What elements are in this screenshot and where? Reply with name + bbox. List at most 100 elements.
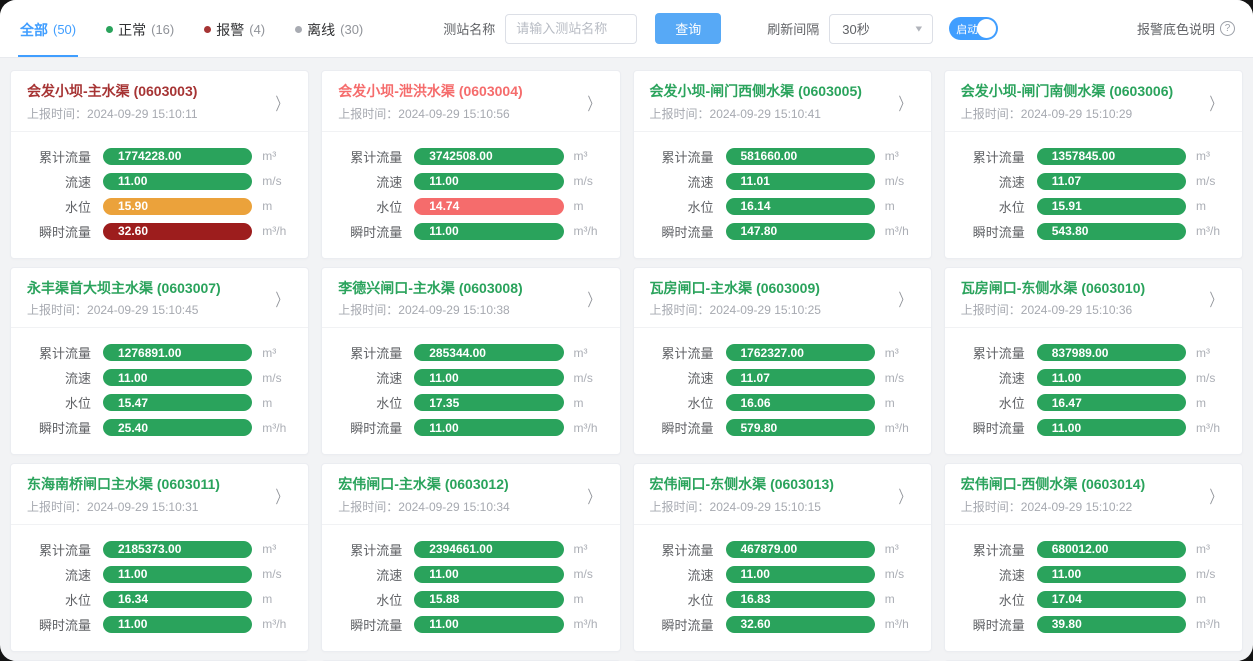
metric-value: 11.01	[740, 174, 770, 188]
chevron-right-icon[interactable]: 〉	[898, 94, 911, 114]
metric-unit: m/s	[573, 567, 593, 581]
metric-value: 2185373.00	[118, 542, 182, 556]
metric-value: 837989.00	[1051, 345, 1109, 360]
station-card[interactable]: 瓦房闸口-主水渠 (0603009) 上报时间：2024-09-29 15:10…	[632, 266, 932, 455]
auto-refresh-toggle[interactable]: 启动	[949, 17, 999, 40]
metric-value: 11.00	[429, 370, 459, 385]
metric-unit: m	[884, 199, 895, 213]
metric-row: 流速 11.00 m/s	[953, 565, 1230, 584]
station-card[interactable]: 东海南桥闸口主水渠 (0603011) 上报时间：2024-09-29 15:1…	[10, 463, 310, 652]
metric-row: 流速 11.00 m/s	[953, 368, 1230, 387]
refresh-interval-select[interactable]: 30秒 ▼	[829, 13, 934, 44]
metric-value-bar: 11.00	[103, 172, 253, 190]
chevron-right-icon[interactable]: 〉	[275, 291, 288, 311]
tab-0[interactable]: 全部 (50)	[18, 1, 79, 57]
card-header: 东海南桥闸口主水渠 (0603011) 上报时间：2024-09-29 15:1…	[11, 464, 309, 525]
station-card[interactable]: 瓦房闸口-东侧水渠 (0603010) 上报时间：2024-09-29 15:1…	[943, 266, 1243, 455]
metric-value: 17.04	[1051, 592, 1082, 606]
metric-value: 11.00	[429, 174, 459, 188]
report-time: 上报时间：2024-09-29 15:10:29	[960, 106, 1133, 121]
metric-row: 水位 15.47 m	[19, 393, 296, 412]
metric-label: 流速	[376, 174, 403, 190]
card-metrics: 累计流量 1276891.00 m³ 流速 11.00 m/s 水位 15.47 m 瞬时流量 25…	[11, 328, 308, 454]
metric-row: 水位 16.34 m	[19, 590, 296, 609]
metric-value-bar: 11.00	[1036, 565, 1186, 583]
chevron-right-icon[interactable]: 〉	[587, 291, 599, 311]
station-card[interactable]: 会发小坝-主水渠 (0603003) 上报时间：2024-09-29 15:10…	[10, 70, 310, 259]
metric-unit: m	[262, 395, 273, 410]
metric-row: 水位 16.14 m	[642, 197, 919, 216]
chevron-right-icon[interactable]: 〉	[1209, 291, 1222, 311]
station-card[interactable]: 会发小坝-泄洪水渠 (0603004) 上报时间：2024-09-29 15:1…	[321, 70, 621, 259]
metric-label: 水位	[376, 199, 403, 215]
metric-label: 水位	[687, 199, 714, 215]
metric-unit: m³/h	[262, 420, 287, 435]
metric-row: 累计流量 680012.00 m³	[953, 540, 1230, 559]
card-header: 宏伟闸口-东侧水渠 (0603013) 上报时间：2024-09-29 15:1…	[633, 464, 931, 525]
tab-count: (30)	[340, 22, 364, 37]
metric-value-bar: 285344.00	[414, 344, 564, 361]
station-card[interactable]: 宏伟闸口-东侧水渠 (0603013) 上报时间：2024-09-29 15:1…	[632, 463, 932, 652]
station-card[interactable]: 会发小坝-闸门西侧水渠 (0603005) 上报时间：2024-09-29 15…	[632, 70, 932, 259]
card-header: 宏伟闸口-主水渠 (0603012) 上报时间：2024-09-29 15:10…	[322, 464, 620, 525]
station-card[interactable]: 宏伟闸口-西侧水渠 (0603014) 上报时间：2024-09-29 15:1…	[943, 463, 1243, 652]
metric-value-bar: 11.07	[1036, 172, 1186, 190]
chevron-right-icon[interactable]: 〉	[587, 487, 599, 507]
metric-unit: m³	[262, 542, 277, 556]
chevron-right-icon[interactable]: 〉	[1209, 94, 1222, 114]
metric-unit: m	[1196, 395, 1206, 410]
station-card[interactable]: 会发小坝-闸门南侧水渠 (0603006) 上报时间：2024-09-29 15…	[943, 70, 1243, 259]
metric-value: 2394661.00	[429, 542, 493, 556]
metric-value-bar: 14.74	[414, 197, 564, 215]
metric-row: 瞬时流量 32.60 m³/h	[642, 615, 919, 634]
metric-label: 累计流量	[972, 346, 1025, 361]
chevron-right-icon[interactable]: 〉	[275, 94, 288, 114]
metric-unit: m³	[573, 345, 588, 360]
metric-unit: m/s	[262, 567, 282, 581]
metric-label: 流速	[687, 567, 714, 583]
station-title: 会发小坝-泄洪水渠 (0603004)	[338, 83, 523, 99]
chevron-right-icon[interactable]: 〉	[587, 94, 599, 114]
metric-value-bar: 2185373.00	[103, 540, 253, 558]
metric-value: 16.34	[118, 592, 149, 606]
metric-label: 水位	[687, 396, 714, 411]
metric-value-bar: 17.04	[1036, 590, 1186, 608]
tab-1[interactable]: 正常 (16)	[104, 1, 176, 57]
card-header: 会发小坝-闸门南侧水渠 (0603006) 上报时间：2024-09-29 15…	[944, 71, 1242, 132]
station-card[interactable]: 李德兴闸口-主水渠 (0603008) 上报时间：2024-09-29 15:1…	[321, 266, 621, 455]
metric-label: 瞬时流量	[972, 224, 1025, 240]
tab-3[interactable]: 离线 (30)	[293, 1, 365, 57]
metric-value: 11.00	[118, 370, 148, 385]
metric-value-bar: 17.35	[414, 394, 564, 411]
metric-unit: m³	[262, 345, 277, 360]
chevron-right-icon[interactable]: 〉	[898, 487, 911, 507]
tab-label: 正常	[118, 21, 147, 38]
metric-value: 579.80	[740, 420, 778, 435]
chevron-right-icon[interactable]: 〉	[1209, 487, 1222, 507]
metric-label: 流速	[64, 174, 91, 190]
tab-2[interactable]: 报警 (4)	[202, 1, 267, 57]
chevron-right-icon[interactable]: 〉	[275, 487, 288, 507]
metric-row: 流速 11.07 m/s	[953, 172, 1230, 191]
metric-value: 17.35	[429, 395, 460, 410]
metric-value: 11.00	[118, 617, 148, 631]
station-card[interactable]: 宏伟闸口-主水渠 (0603012) 上报时间：2024-09-29 15:10…	[321, 463, 621, 652]
metric-unit: m	[1196, 592, 1206, 606]
report-time: 上报时间：2024-09-29 15:10:38	[338, 303, 510, 317]
station-card[interactable]: 永丰渠首大坝主水渠 (0603007) 上报时间：2024-09-29 15:1…	[10, 266, 310, 455]
metric-value: 11.00	[1051, 567, 1082, 581]
query-button[interactable]: 查询	[655, 13, 722, 44]
metric-value: 11.00	[118, 567, 148, 581]
metric-label: 累计流量	[350, 542, 403, 558]
metric-value: 11.00	[1051, 370, 1082, 385]
metric-unit: m	[573, 395, 584, 410]
chevron-right-icon[interactable]: 〉	[898, 291, 911, 311]
station-title: 宏伟闸口-主水渠 (0603012)	[338, 476, 509, 492]
alarm-legend-link[interactable]: 报警底色说明 ?	[1137, 19, 1235, 38]
metric-value: 3742508.00	[429, 149, 493, 163]
metric-unit: m	[262, 199, 273, 213]
metric-value-bar: 11.00	[414, 172, 564, 190]
metric-label: 累计流量	[661, 149, 714, 165]
metric-label: 瞬时流量	[38, 224, 91, 240]
search-input[interactable]	[505, 13, 638, 44]
